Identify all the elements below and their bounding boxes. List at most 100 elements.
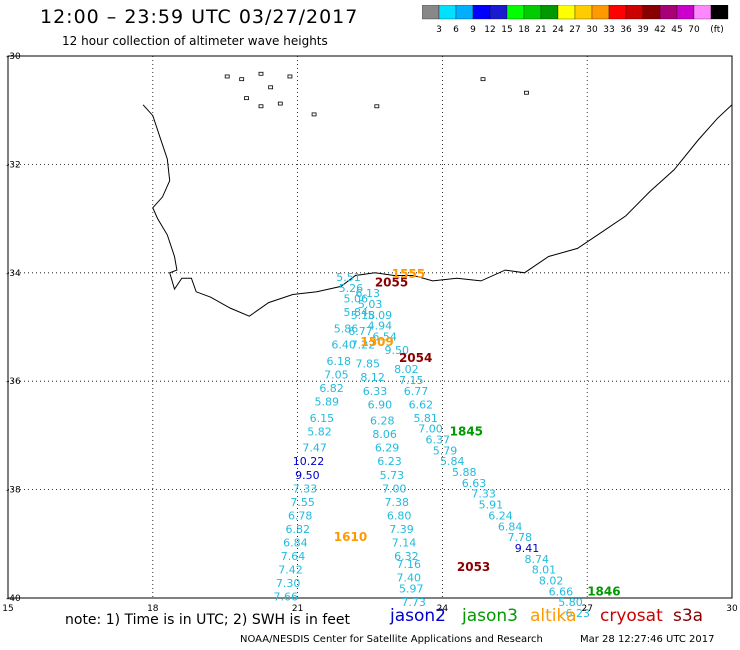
pass-time-label: 1846 <box>587 584 620 598</box>
wave-height-label: 4.94 <box>368 320 393 333</box>
lat-tick-label: -38 <box>6 486 21 496</box>
lon-tick-label: 30 <box>726 604 738 614</box>
wave-height-label: 6.63 <box>462 477 487 490</box>
map-frame <box>7 55 733 599</box>
wave-height-label: 6.66 <box>549 585 574 598</box>
wave-height-label: 6.23 <box>377 455 402 468</box>
color-scale-label: 12 <box>484 25 495 35</box>
wave-height-label: 5.84 <box>440 455 465 468</box>
color-scale-label: 21 <box>535 25 546 35</box>
satellite-jason2: jason2 <box>390 606 446 626</box>
wave-height-label: 5.82 <box>307 425 332 438</box>
inland-water <box>224 74 230 79</box>
wave-height-label: 6.23 <box>565 607 590 620</box>
lon-tick-label: 24 <box>437 604 449 614</box>
lon-tick-label: 27 <box>581 604 592 614</box>
wave-height-label: 6.82 <box>286 523 311 536</box>
wave-height-label: 7.73 <box>401 596 426 609</box>
lat-tick-label: -30 <box>6 52 21 62</box>
color-scale-label: 70 <box>688 25 700 35</box>
satellite-cryosat: cryosat <box>600 606 663 626</box>
wave-height-label: 8.12 <box>360 371 385 384</box>
wave-height-label: 7.38 <box>384 496 409 509</box>
color-scale-label: 30 <box>586 25 598 35</box>
inland-water <box>374 104 380 109</box>
lat-tick-label: -34 <box>6 269 21 279</box>
wave-height-label: 6.80 <box>387 509 412 522</box>
color-scale-label: 3 <box>436 25 442 35</box>
wave-height-label: 5.26 <box>339 282 364 295</box>
color-scale-label: 39 <box>637 25 649 35</box>
wave-height-label: 6.82 <box>319 382 344 395</box>
wave-height-label: 7.64 <box>281 550 306 563</box>
color-scale-label: (ft) <box>710 25 724 35</box>
wave-height-label: 6.54 <box>372 331 397 344</box>
wave-height-label: 5.03 <box>358 298 383 311</box>
wave-height-label: 5.06 <box>343 293 368 306</box>
wave-height-label: 7.66 <box>273 591 298 604</box>
inland-water <box>524 90 529 95</box>
color-scale-label: 33 <box>603 25 614 35</box>
wave-height-label: 6.84 <box>498 520 523 533</box>
lon-tick-label: 21 <box>292 604 303 614</box>
inland-water <box>258 104 264 109</box>
color-scale-label: 36 <box>620 25 632 35</box>
pass-time-label: 2055 <box>375 275 408 289</box>
inland-water <box>268 85 274 90</box>
wave-height-label: 6.28 <box>370 415 395 428</box>
inland-water <box>239 77 245 82</box>
wave-height-label: 7.15 <box>399 374 424 387</box>
pass-time-label: 2053 <box>457 560 490 574</box>
wave-height-label: 5.89 <box>314 396 339 409</box>
wave-height-label: 6.90 <box>368 398 393 411</box>
wave-height-label: 7.78 <box>508 531 533 544</box>
wave-height-label: 7.30 <box>276 577 301 590</box>
lat-tick-label: -40 <box>6 594 21 604</box>
wave-height-label: 8.06 <box>372 428 397 441</box>
satellite-s3a: s3a <box>673 606 704 626</box>
wave-height-label: 9.41 <box>515 542 540 555</box>
color-scale-label: 6 <box>453 25 459 35</box>
wave-height-label: 6.84 <box>283 537 308 550</box>
wave-height-label: 6.29 <box>375 442 400 455</box>
inland-water <box>244 96 249 101</box>
wave-height-label: 7.33 <box>293 482 318 495</box>
wave-height-label: 5.73 <box>380 469 405 482</box>
wave-height-label: 5.79 <box>433 444 458 457</box>
page-subtitle: 12 hour collection of altimeter wave hei… <box>62 34 328 48</box>
wave-height-label: 6.15 <box>310 412 335 425</box>
wave-height-label: 7.14 <box>392 537 417 550</box>
wave-height-label: 8.02 <box>539 574 564 587</box>
wave-height-label: 5.18 <box>351 309 376 322</box>
inland-water <box>258 71 264 76</box>
footer-timestamp: Mar 28 12:27:46 UTC 2017 <box>580 634 715 645</box>
wave-height-label: 7.40 <box>397 572 422 585</box>
wave-height-label: 6.78 <box>288 509 313 522</box>
pass-time-label: 2054 <box>399 351 432 365</box>
wave-height-label: 7.00 <box>382 482 407 495</box>
wave-height-label: 7.05 <box>324 368 349 381</box>
wave-height-label: 6.13 <box>356 287 381 300</box>
coastline <box>142 104 733 317</box>
satellite-jason3: jason3 <box>462 606 518 626</box>
inland-water <box>480 77 486 82</box>
pass-time-label: 1845 <box>450 424 483 438</box>
wave-height-label: 8.02 <box>394 363 419 376</box>
wave-height-label: 5.97 <box>399 583 424 596</box>
wave-height-label: 6.33 <box>363 385 388 398</box>
wave-height-label: 8.01 <box>532 564 557 577</box>
legend-note: note: 1) Time is in UTC; 2) SWH is in fe… <box>65 612 351 628</box>
lon-tick-label: 18 <box>147 604 159 614</box>
pass-time-label: 1509 <box>360 335 393 349</box>
pass-time-label: 1555 <box>392 267 425 281</box>
wave-height-label: 7.33 <box>471 488 496 501</box>
wave-height-label: 7.00 <box>418 423 443 436</box>
lon-tick-label: 15 <box>2 604 13 614</box>
color-scale-label: 45 <box>671 25 682 35</box>
page-title: 12:00 – 23:59 UTC 03/27/2017 <box>40 6 359 28</box>
lat-tick-label: -36 <box>6 377 21 387</box>
wave-height-label: 7.42 <box>278 564 303 577</box>
wave-height-label: 6.77 <box>348 325 373 338</box>
wave-height-label: 6.24 <box>488 509 512 522</box>
